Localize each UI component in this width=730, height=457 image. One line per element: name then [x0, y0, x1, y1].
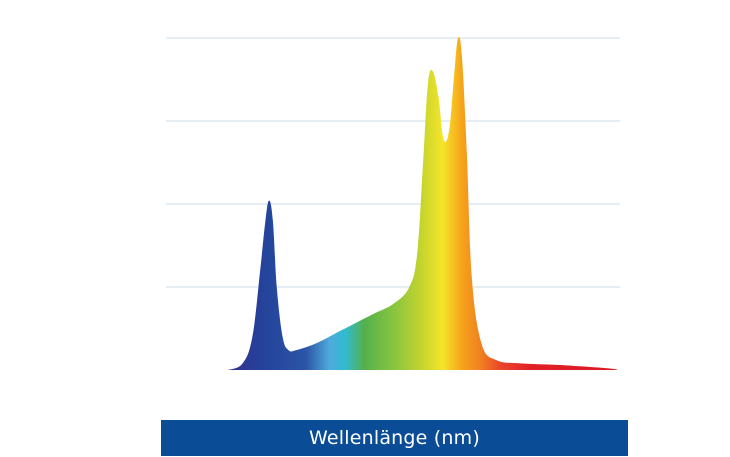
spectrum-area	[228, 36, 618, 371]
x-axis-label-bar: Wellenlänge (nm)	[161, 420, 628, 456]
x-axis-label: Wellenlänge (nm)	[309, 427, 480, 449]
series-layer	[228, 36, 618, 371]
grid-lines	[166, 37, 620, 288]
